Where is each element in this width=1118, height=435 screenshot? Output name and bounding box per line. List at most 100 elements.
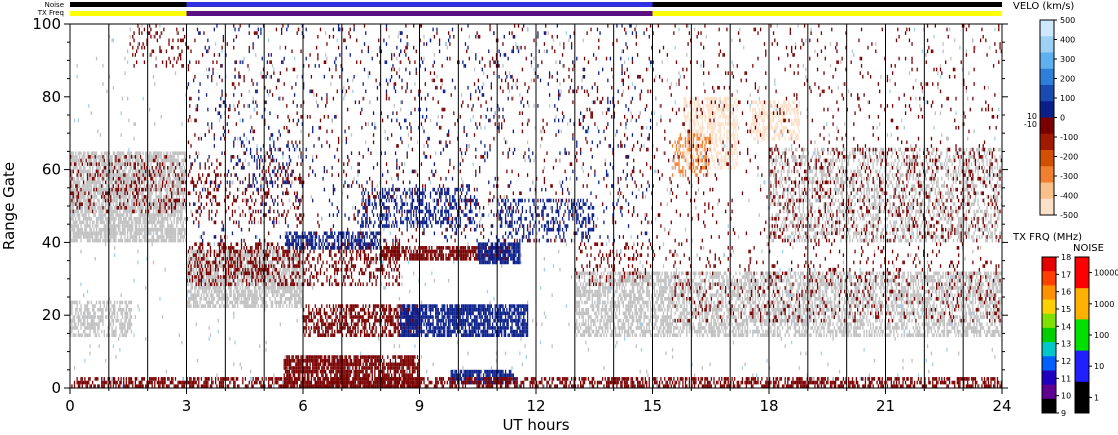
heatmap-cell (143, 213, 146, 217)
heatmap-cell (283, 165, 285, 170)
heatmap-cell (192, 304, 195, 308)
heatmap-cell (235, 300, 237, 305)
heatmap-cell (148, 238, 151, 243)
heatmap-cell (94, 195, 96, 199)
heatmap-cell (186, 293, 188, 297)
heatmap-cell (253, 256, 256, 261)
heatmap-cell (447, 253, 450, 257)
heatmap-cell (79, 300, 81, 305)
heatmap-cell (213, 253, 215, 257)
heatmap-cell (278, 275, 280, 279)
heatmap-cell (295, 275, 297, 279)
heatmap-cell (89, 220, 91, 225)
heatmap-cell (152, 49, 155, 54)
heatmap-cell (202, 249, 204, 254)
heatmap-cell (88, 155, 90, 159)
heatmap-cell (130, 329, 133, 334)
heatmap-cell (73, 158, 76, 163)
heatmap-cell (264, 289, 266, 294)
heatmap-cell (310, 235, 313, 239)
heatmap-cell (252, 282, 254, 287)
heatmap-cell (169, 202, 171, 206)
heatmap-cell (86, 151, 89, 156)
heatmap-cell (139, 162, 142, 166)
heatmap-cell (341, 260, 344, 265)
heatmap-cell (214, 286, 217, 290)
heatmap-cell (115, 195, 117, 199)
heatmap-cell (180, 191, 182, 196)
heatmap-cell (258, 278, 261, 283)
heatmap-cell (150, 216, 152, 221)
heatmap-cell (75, 216, 77, 221)
heatmap-cell (513, 249, 516, 254)
heatmap-cell (77, 227, 80, 232)
heatmap-cell (194, 249, 196, 254)
heatmap-cell (101, 307, 103, 312)
heatmap-cell (309, 242, 311, 247)
heatmap-cell (70, 209, 72, 214)
heatmap-cell (106, 155, 108, 159)
heatmap-cell (244, 278, 247, 283)
heatmap-cell (220, 278, 222, 283)
heatmap-cell (371, 242, 373, 247)
heatmap-cell (161, 235, 164, 239)
heatmap-cell (94, 176, 96, 181)
heatmap-cell (249, 249, 252, 254)
heatmap-cell (182, 180, 184, 185)
heatmap-cell (264, 304, 266, 308)
heatmap-cell (88, 202, 90, 206)
heatmap-cell (70, 216, 72, 221)
heatmap-cell (284, 278, 287, 283)
heatmap-cell (147, 155, 149, 159)
heatmap-cell (291, 304, 293, 308)
heatmap-cell (192, 297, 195, 301)
heatmap-cell (82, 158, 85, 163)
heatmap-cell (211, 260, 213, 265)
heatmap-cell (226, 278, 228, 283)
heatmap-cell (90, 191, 92, 196)
heatmap-cell (380, 246, 382, 250)
heatmap-cell (159, 227, 161, 232)
heatmap-cell (124, 227, 126, 232)
heatmap-cell (125, 158, 127, 163)
heatmap-cell (274, 267, 276, 272)
heatmap-cell (251, 198, 253, 203)
heatmap-cell (300, 249, 302, 254)
heatmap-cell (82, 220, 85, 225)
heatmap-cell (164, 227, 166, 232)
heatmap-cell (207, 304, 209, 308)
heatmap-cell (89, 231, 91, 236)
heatmap-cell (264, 256, 266, 261)
heatmap-cell (372, 275, 375, 279)
heatmap-cell (374, 275, 376, 279)
heatmap-cell (305, 322, 307, 327)
heatmap-cell (246, 304, 248, 308)
txfreq-segment (652, 11, 1002, 16)
heatmap-cell (463, 253, 465, 257)
heatmap-cell (220, 264, 222, 268)
heatmap-cell (123, 213, 125, 217)
heatmap-cell (94, 304, 96, 308)
heatmap-cell (77, 206, 80, 210)
heatmap-cell (303, 235, 305, 239)
heatmap-cell (71, 329, 73, 334)
heatmap-cell (477, 242, 480, 247)
heatmap-cell (97, 206, 99, 210)
heatmap-cell (164, 198, 166, 203)
heatmap-cell (73, 162, 76, 166)
heatmap-cell (225, 267, 227, 272)
heatmap-cell (481, 253, 483, 257)
heatmap-cell (308, 333, 310, 338)
heatmap-cell (261, 267, 263, 272)
heatmap-cell (112, 176, 115, 181)
heatmap-cell (253, 158, 256, 163)
heatmap-cell (277, 300, 279, 305)
heatmap-cell (124, 329, 126, 334)
heatmap-cell (170, 187, 173, 192)
heatmap-cell (258, 267, 261, 272)
heatmap-cell (173, 176, 175, 181)
heatmap-cell (138, 238, 140, 243)
heatmap-cell (238, 256, 240, 261)
heatmap-cell (104, 180, 107, 185)
heatmap-cell (165, 216, 168, 221)
